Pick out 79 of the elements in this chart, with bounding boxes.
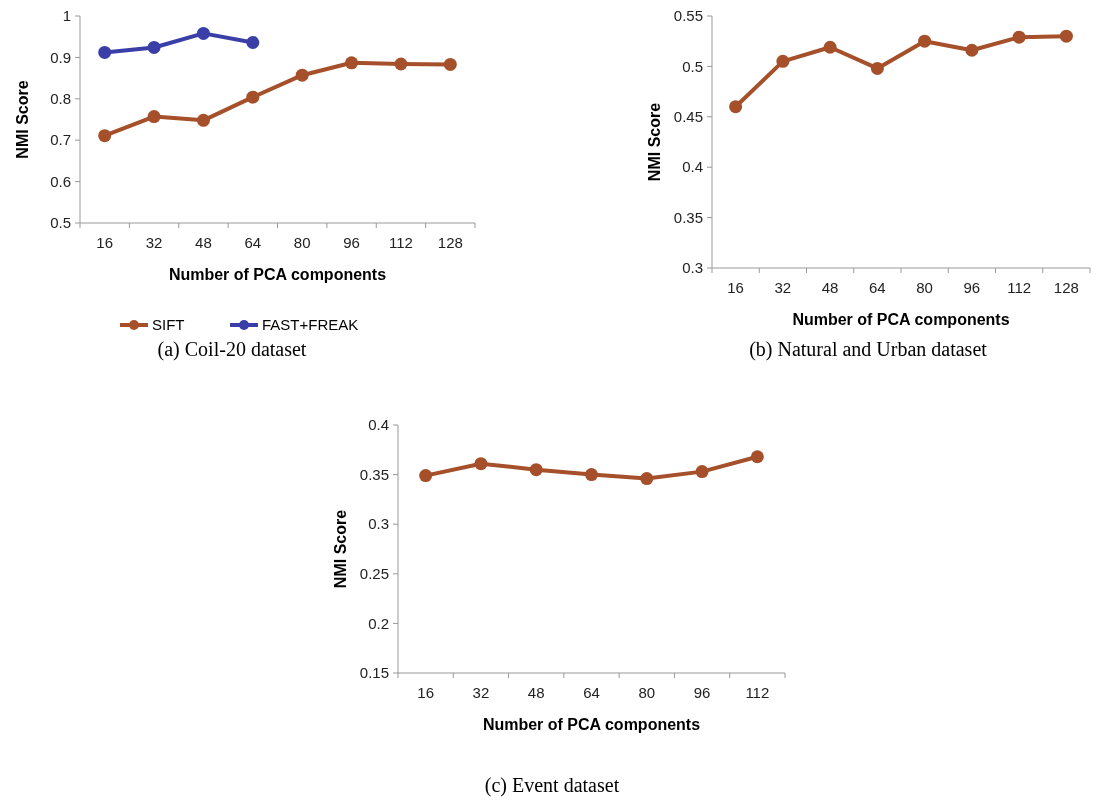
x-axis-title: Number of PCA components [482,716,701,733]
y-tick-label: 0.25 [359,565,389,583]
x-tick-label: 96 [343,234,360,251]
x-tick-label: 32 [472,684,490,701]
x-tick-label: 96 [693,684,711,701]
x-tick-label: 48 [821,279,839,296]
x-tick-label: 16 [727,279,744,296]
x-tick-label: 16 [417,684,434,701]
y-tick-label: 0.35 [359,465,389,483]
point [246,36,260,49]
point [870,61,884,75]
x-tick-label: 64 [583,684,600,701]
legend-label: SIFT [152,316,185,334]
x-tick-label: 80 [293,234,311,251]
x-axis-title: Number of PCA components [168,266,387,283]
x-tick-label: 112 [745,684,770,701]
y-tick-label: 0.55 [673,7,703,25]
y-tick-label: 0.4 [368,416,389,434]
x-tick-label: 128 [1053,279,1079,296]
point [529,463,543,477]
point [823,40,837,54]
point [965,43,979,57]
point [196,113,210,127]
point [1012,30,1026,44]
y-tick-label: 1 [62,7,71,25]
x-tick-label: 64 [244,234,262,251]
text: (a) Coil-20 dataset [157,338,307,361]
y-tick-label: 0.3 [682,259,703,277]
x-tick-label: 16 [96,234,114,251]
y-tick-label: 0.45 [673,108,703,126]
y-tick-label: 0.6 [50,172,71,190]
x-tick-label: 32 [774,279,792,296]
y-tick-label: 0.2 [368,614,389,632]
y-axis-title: NMI Score [646,102,663,182]
x-tick-label: 48 [195,234,212,251]
y-tick-label: 0.5 [682,57,703,75]
point [98,129,112,143]
x-tick-label: 80 [916,279,933,296]
x-tick-label: 48 [527,684,545,701]
point [443,57,457,71]
point [345,56,359,70]
point [98,45,112,59]
point [295,68,309,82]
legend-label: FAST+FREAK [262,316,359,334]
y-tick-label: 0.15 [359,664,389,682]
point [750,450,764,464]
point [246,90,260,104]
y-axis-title: NMI Score [332,509,349,589]
point [776,54,790,68]
text: (b) Natural and Urban dataset [749,338,988,361]
y-tick-label: 0.7 [50,131,71,149]
point [640,472,654,486]
point [918,34,932,48]
point [1059,29,1073,43]
x-axis-title: Number of PCA components [792,311,1010,328]
point [695,465,709,479]
point [585,468,598,482]
y-tick-label: 0.8 [50,90,71,108]
x-tick-label: 32 [145,234,163,251]
point [147,110,161,124]
y-tick-label: 0.5 [50,214,71,232]
y-tick-label: 0.9 [50,48,71,66]
y-tick-label: 0.35 [673,208,703,226]
x-tick-label: 96 [963,279,981,296]
x-tick-label: 112 [388,234,413,251]
point [394,57,408,71]
y-tick-label: 0.3 [368,515,389,533]
x-tick-label: 112 [1007,279,1032,296]
point [729,100,743,114]
y-axis-title: NMI Score [14,80,31,159]
x-tick-label: 64 [869,279,886,296]
text: (c) Event dataset [484,774,620,797]
y-tick-label: 0.4 [682,158,703,176]
point [147,40,161,54]
x-tick-label: 80 [638,684,656,701]
point [196,26,210,40]
x-tick-label: 128 [437,234,463,251]
point [474,457,488,471]
point [419,469,433,483]
